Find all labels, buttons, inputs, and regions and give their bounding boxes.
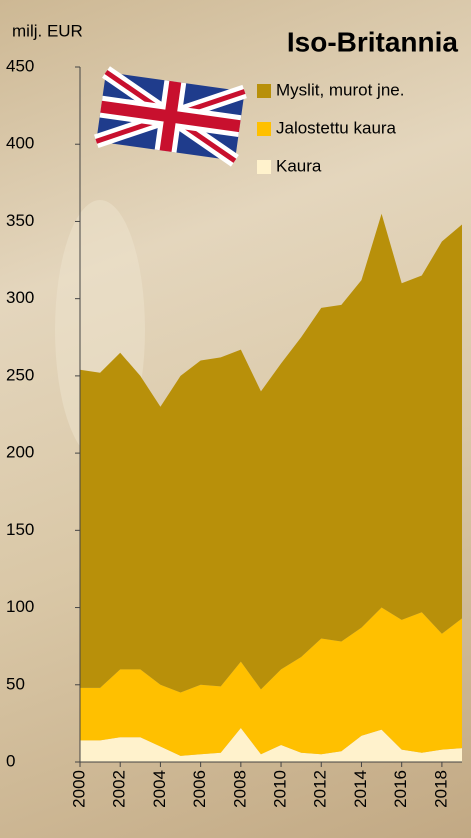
- legend-label: Myslit, murot jne.: [276, 80, 404, 99]
- y-tick-label: 400: [6, 134, 34, 153]
- area: [80, 728, 462, 762]
- x-tick-label: 2018: [431, 770, 450, 808]
- x-tick-label: 2014: [351, 770, 370, 808]
- x-tick-label: 2008: [230, 770, 249, 808]
- legend-swatch: [257, 160, 271, 174]
- y-tick-label: 450: [6, 56, 34, 75]
- legend-label: Kaura: [276, 156, 322, 175]
- y-tick-label: 0: [6, 751, 15, 770]
- y-tick-label: 300: [6, 288, 34, 307]
- y-tick-label: 250: [6, 365, 34, 384]
- x-tick-label: 2000: [69, 770, 88, 808]
- y-tick-label: 50: [6, 674, 25, 693]
- chart-title: Iso-Britannia: [287, 26, 459, 57]
- x-tick-label: 2004: [150, 770, 169, 808]
- area: [80, 607, 462, 756]
- uk-flag: [94, 66, 247, 167]
- unit-label: milj. EUR: [12, 21, 83, 40]
- area: [80, 213, 462, 693]
- legend-swatch: [257, 122, 271, 136]
- x-tick-label: 2012: [311, 770, 330, 808]
- y-tick-label: 200: [6, 443, 34, 462]
- x-tick-label: 2016: [391, 770, 410, 808]
- x-tick-label: 2002: [110, 770, 129, 808]
- y-tick-label: 100: [6, 597, 34, 616]
- x-tick-label: 2006: [190, 770, 209, 808]
- y-tick-label: 350: [6, 211, 34, 230]
- y-tick-label: 150: [6, 520, 34, 539]
- x-tick-label: 2010: [271, 770, 290, 808]
- legend-label: Jalostettu kaura: [276, 118, 397, 137]
- legend-swatch: [257, 84, 271, 98]
